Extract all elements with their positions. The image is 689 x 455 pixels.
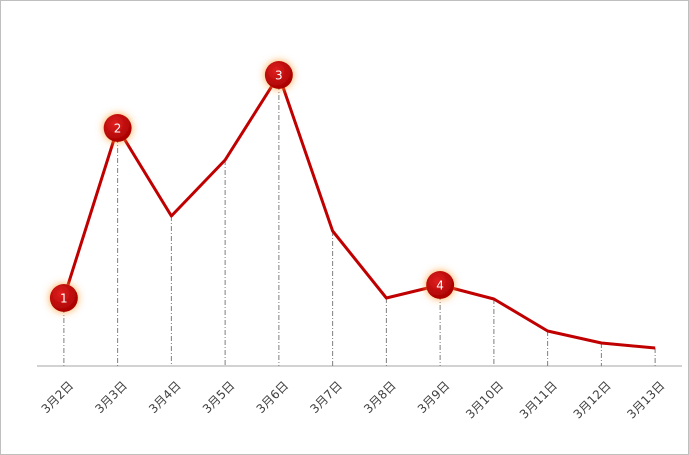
annotation-label: 3 bbox=[275, 69, 283, 83]
annotation-label: 4 bbox=[436, 279, 444, 293]
annotation-marker bbox=[49, 284, 78, 312]
annotation-marker bbox=[103, 114, 132, 142]
annotation-marker bbox=[426, 271, 455, 299]
line-series bbox=[62, 73, 656, 350]
annotation-label: 1 bbox=[60, 292, 68, 306]
annotation-marker bbox=[264, 61, 293, 89]
annotation-label: 2 bbox=[114, 122, 122, 136]
